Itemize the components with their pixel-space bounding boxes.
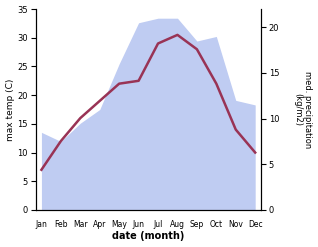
X-axis label: date (month): date (month) [112,231,184,242]
Y-axis label: med. precipitation
(kg/m2): med. precipitation (kg/m2) [293,71,313,148]
Y-axis label: max temp (C): max temp (C) [5,78,15,141]
